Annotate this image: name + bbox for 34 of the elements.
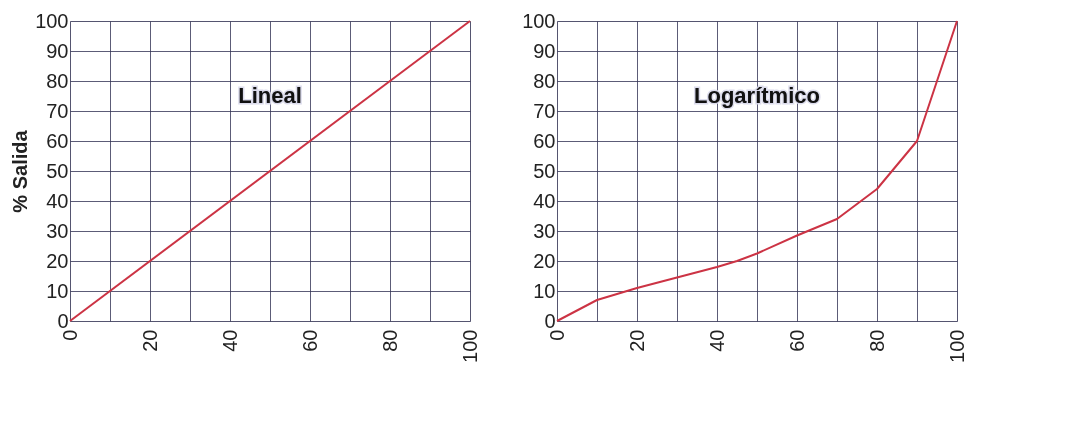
x-tick-label: 40 — [218, 329, 241, 352]
y-tick-label: 80 — [46, 69, 69, 92]
x-tick-label: 100 — [945, 329, 968, 363]
x-tick-label: 60 — [298, 329, 321, 352]
y-tick-label: 50 — [533, 159, 556, 182]
x-tick-label: 80 — [378, 329, 401, 352]
y-tick-label: 100 — [35, 9, 69, 32]
y-tick-label: 80 — [533, 69, 556, 92]
line-series — [556, 20, 958, 322]
y-tick-label: 70 — [533, 99, 556, 122]
y-tick-label: 20 — [46, 249, 69, 272]
x-tick-label: 0 — [545, 329, 568, 341]
x-tick-label: 0 — [58, 329, 81, 341]
y-tick-label: 70 — [46, 99, 69, 122]
y-tick-label: 30 — [533, 219, 556, 242]
y-tick-label: 60 — [533, 129, 556, 152]
y-tick-label: 50 — [46, 159, 69, 182]
y-tick-label: 40 — [46, 189, 69, 212]
x-tick-label: 60 — [785, 329, 808, 352]
x-tick-label: 100 — [458, 329, 481, 363]
x-tick-label: 20 — [625, 329, 648, 352]
y-tick-label: 20 — [533, 249, 556, 272]
y-tick-label: 90 — [46, 39, 69, 62]
y-tick-label: 90 — [533, 39, 556, 62]
y-tick-label: 10 — [46, 279, 69, 302]
y-tick-label: 30 — [46, 219, 69, 242]
x-tick-label: 80 — [865, 329, 888, 352]
y-tick-label: 10 — [533, 279, 556, 302]
y-tick-label: 40 — [533, 189, 556, 212]
y-axis-title: % Salida — [9, 129, 32, 213]
x-tick-label: 20 — [138, 329, 161, 352]
x-tick-label: 40 — [705, 329, 728, 352]
y-tick-label: 100 — [522, 9, 556, 32]
y-tick-label: 60 — [46, 129, 69, 152]
